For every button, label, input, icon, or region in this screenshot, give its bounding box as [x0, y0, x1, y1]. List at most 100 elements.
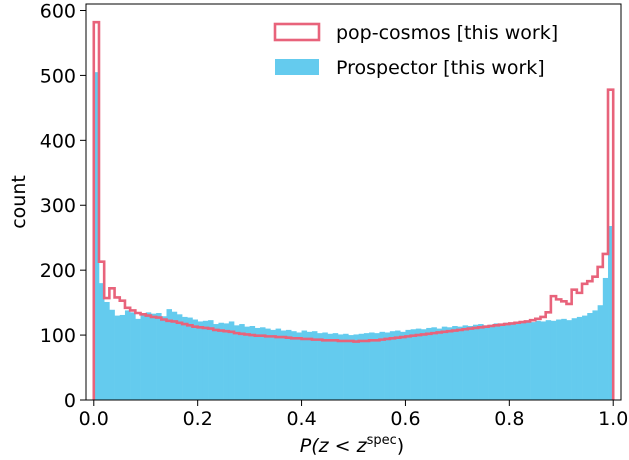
x-tick-label: 0.4 [286, 408, 316, 430]
prospector-bar [441, 326, 448, 400]
prospector-bar [317, 333, 323, 400]
prospector-bar [582, 315, 588, 400]
prospector-bar [353, 334, 359, 400]
legend-swatch-pop-cosmos [273, 22, 321, 42]
prospector-bar [597, 305, 604, 400]
prospector-bar [161, 316, 167, 400]
prospector-bar [431, 327, 437, 400]
prospector-bar [514, 322, 521, 400]
prospector-bar [244, 326, 250, 400]
prospector-bar [280, 330, 287, 400]
prospector-bar [566, 320, 572, 400]
prospector-bar [519, 322, 526, 400]
prospector-bar [156, 313, 162, 400]
prospector-bar [400, 331, 406, 400]
prospector-bar [498, 324, 505, 400]
prospector-bar [405, 329, 411, 400]
x-tick-label: 0.6 [390, 408, 420, 430]
prospector-bar [457, 326, 463, 400]
prospector-bar [182, 316, 188, 400]
prospector-bar [296, 332, 302, 400]
x-axis-label-close: ) [397, 435, 404, 457]
prospector-bar [337, 334, 344, 400]
prospector-bar [410, 329, 417, 400]
prospector-bar [509, 323, 515, 400]
prospector-bar [275, 328, 282, 400]
prospector-bar [384, 332, 391, 400]
prospector-bar [124, 310, 131, 400]
prospector-bar [524, 321, 531, 400]
prospector-bar [171, 311, 178, 400]
prospector-bar [327, 333, 334, 400]
prospector-bar [223, 323, 230, 400]
x-tick-label: 0.0 [79, 408, 109, 430]
prospector-bar [135, 318, 141, 400]
prospector-bar [478, 324, 484, 400]
prospector-bar [140, 314, 147, 400]
prospector-bar [363, 333, 370, 400]
prospector-bar [374, 333, 380, 400]
prospector-bar [114, 315, 121, 400]
x-axis-label-main: P(z < z [300, 435, 368, 457]
x-tick-label: 0.2 [183, 408, 213, 430]
prospector-bar [306, 331, 313, 400]
prospector-bar [493, 323, 500, 400]
prospector-bar [228, 321, 235, 400]
legend-label: pop-cosmos [this work] [336, 22, 558, 44]
prospector-bar [332, 333, 339, 400]
prospector-bar [587, 313, 593, 400]
prospector-bar [166, 309, 173, 400]
y-tick-label: 400 [40, 130, 76, 152]
prospector-bar [602, 277, 609, 400]
prospector-bar [254, 327, 261, 400]
prospector-bar [540, 321, 546, 400]
prospector-bar [483, 325, 489, 400]
prospector-bar [488, 324, 495, 400]
prospector-bar [145, 312, 152, 400]
prospector-bar [608, 226, 614, 400]
prospector-bar [446, 327, 453, 400]
prospector-bar [104, 301, 110, 400]
prospector-bar [285, 329, 292, 400]
prospector-bar [130, 312, 136, 400]
prospector-bar [260, 327, 266, 400]
prospector-bar [395, 330, 401, 400]
pop-cosmos-step-line [92, 20, 615, 400]
prospector-bar [504, 322, 510, 400]
y-tick-label: 200 [40, 260, 76, 282]
x-axis-label-sup: spec [367, 433, 397, 448]
y-axis-label: count [8, 175, 30, 229]
prospector-bar [301, 330, 308, 400]
y-tick-label: 0 [64, 390, 76, 412]
y-tick-label: 500 [40, 65, 76, 87]
prospector-bar [462, 325, 469, 400]
prospector-bar [530, 322, 536, 400]
x-tick-label: 1.0 [598, 408, 628, 430]
prospector-bar [176, 314, 183, 400]
prospector-bar [358, 333, 365, 400]
prospector-bar [249, 325, 256, 400]
prospector-bar [343, 333, 349, 400]
y-tick-label: 100 [40, 325, 76, 347]
x-tick-label: 0.8 [494, 408, 524, 430]
prospector-bar [452, 325, 458, 400]
prospector-bar [192, 319, 198, 400]
prospector-bar [472, 324, 479, 400]
prospector-bar [239, 324, 245, 400]
prospector-bar [265, 328, 271, 400]
prospector-bar [218, 322, 224, 400]
prospector-bar [550, 320, 557, 400]
prospector-bar [93, 72, 100, 400]
prospector-bar [369, 332, 375, 400]
prospector-bar [545, 320, 552, 400]
prospector-bar [592, 310, 598, 400]
prospector-bar [109, 309, 115, 400]
prospector-bar [436, 328, 443, 400]
prospector-bar [150, 313, 157, 400]
prospector-bar [202, 320, 209, 400]
prospector-bar [421, 329, 427, 400]
prospector-bar [270, 329, 276, 400]
y-tick-label: 600 [40, 0, 76, 22]
legend-swatch-prospector [275, 59, 319, 75]
